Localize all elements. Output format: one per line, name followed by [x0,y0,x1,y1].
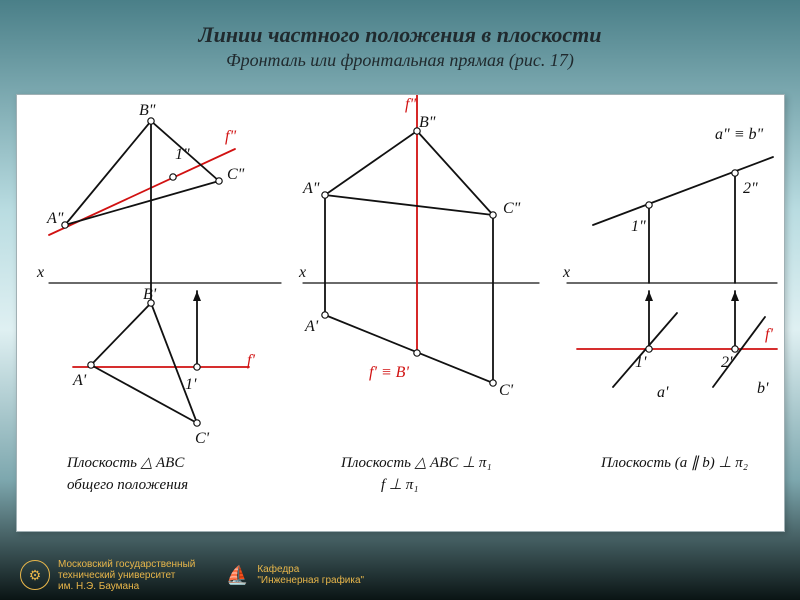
university-crest-icon: ⚙ [20,560,50,590]
svg-text:1': 1' [185,376,197,393]
university-line1: Московский государственный [58,559,195,570]
svg-text:C": C" [503,200,521,217]
title-block: Линии частного положения в плоскости Фро… [0,0,800,71]
title-line1: Линии частного положения в плоскости [0,22,800,48]
university-line3: им. Н.Э. Баумана [58,581,195,592]
diagram-svg: x A" B" C" 1" f" A' B' C' 1' f' Плоскость △ ABC обще… [17,95,784,531]
svg-text:общего положения: общего положения [67,477,188,493]
svg-text:b': b' [757,380,769,397]
svg-text:f": f" [225,128,236,145]
svg-text:x: x [298,264,306,281]
svg-text:C": C" [227,166,245,183]
svg-text:A': A' [72,372,87,389]
svg-text:Плоскость △ ABC ⊥ π₁: Плоскость △ ABC ⊥ π₁ [340,455,492,471]
svg-text:a" ≡ b": a" ≡ b" [715,126,764,143]
department-line1: Кафедра [257,564,364,575]
svg-text:B": B" [419,114,436,131]
department-line2: "Инженерная графика" [257,575,364,586]
footer: ⚙ Московский государственный технический… [0,550,800,600]
svg-text:A": A" [46,210,64,227]
svg-text:2': 2' [721,354,733,371]
university-name: Московский государственный технический у… [58,559,195,592]
svg-text:f ⊥ π₁: f ⊥ π₁ [381,477,418,493]
university-line2: технический университет [58,570,195,581]
svg-text:f': f' [765,326,773,343]
title-line2: Фронталь или фронтальная прямая (рис. 17… [0,50,800,71]
svg-text:A': A' [304,318,319,335]
svg-text:C': C' [499,382,514,399]
diagram-panel: x A" B" C" 1" f" A' B' C' 1' f' Плоскость △ ABC обще… [16,94,785,532]
svg-text:B": B" [139,102,156,119]
svg-text:1": 1" [631,218,646,235]
svg-text:Плоскость (a ∥ b) ⊥ π₂: Плоскость (a ∥ b) ⊥ π₂ [600,455,748,471]
svg-text:A": A" [302,180,320,197]
svg-text:C': C' [195,430,210,447]
svg-text:2": 2" [743,180,758,197]
svg-text:B': B' [143,286,157,303]
svg-text:1': 1' [635,354,647,371]
ship-icon: ⛵ [225,563,249,587]
svg-text:f': f' [247,352,255,369]
svg-text:1": 1" [175,146,190,163]
svg-text:f' ≡ B': f' ≡ B' [369,364,409,381]
svg-text:a': a' [657,384,669,401]
svg-text:Плоскость △ ABC: Плоскость △ ABC [66,455,185,471]
svg-text:x: x [562,264,570,281]
department-name: Кафедра "Инженерная графика" [257,564,364,586]
svg-text:x: x [36,264,44,281]
svg-text:f": f" [405,96,416,113]
